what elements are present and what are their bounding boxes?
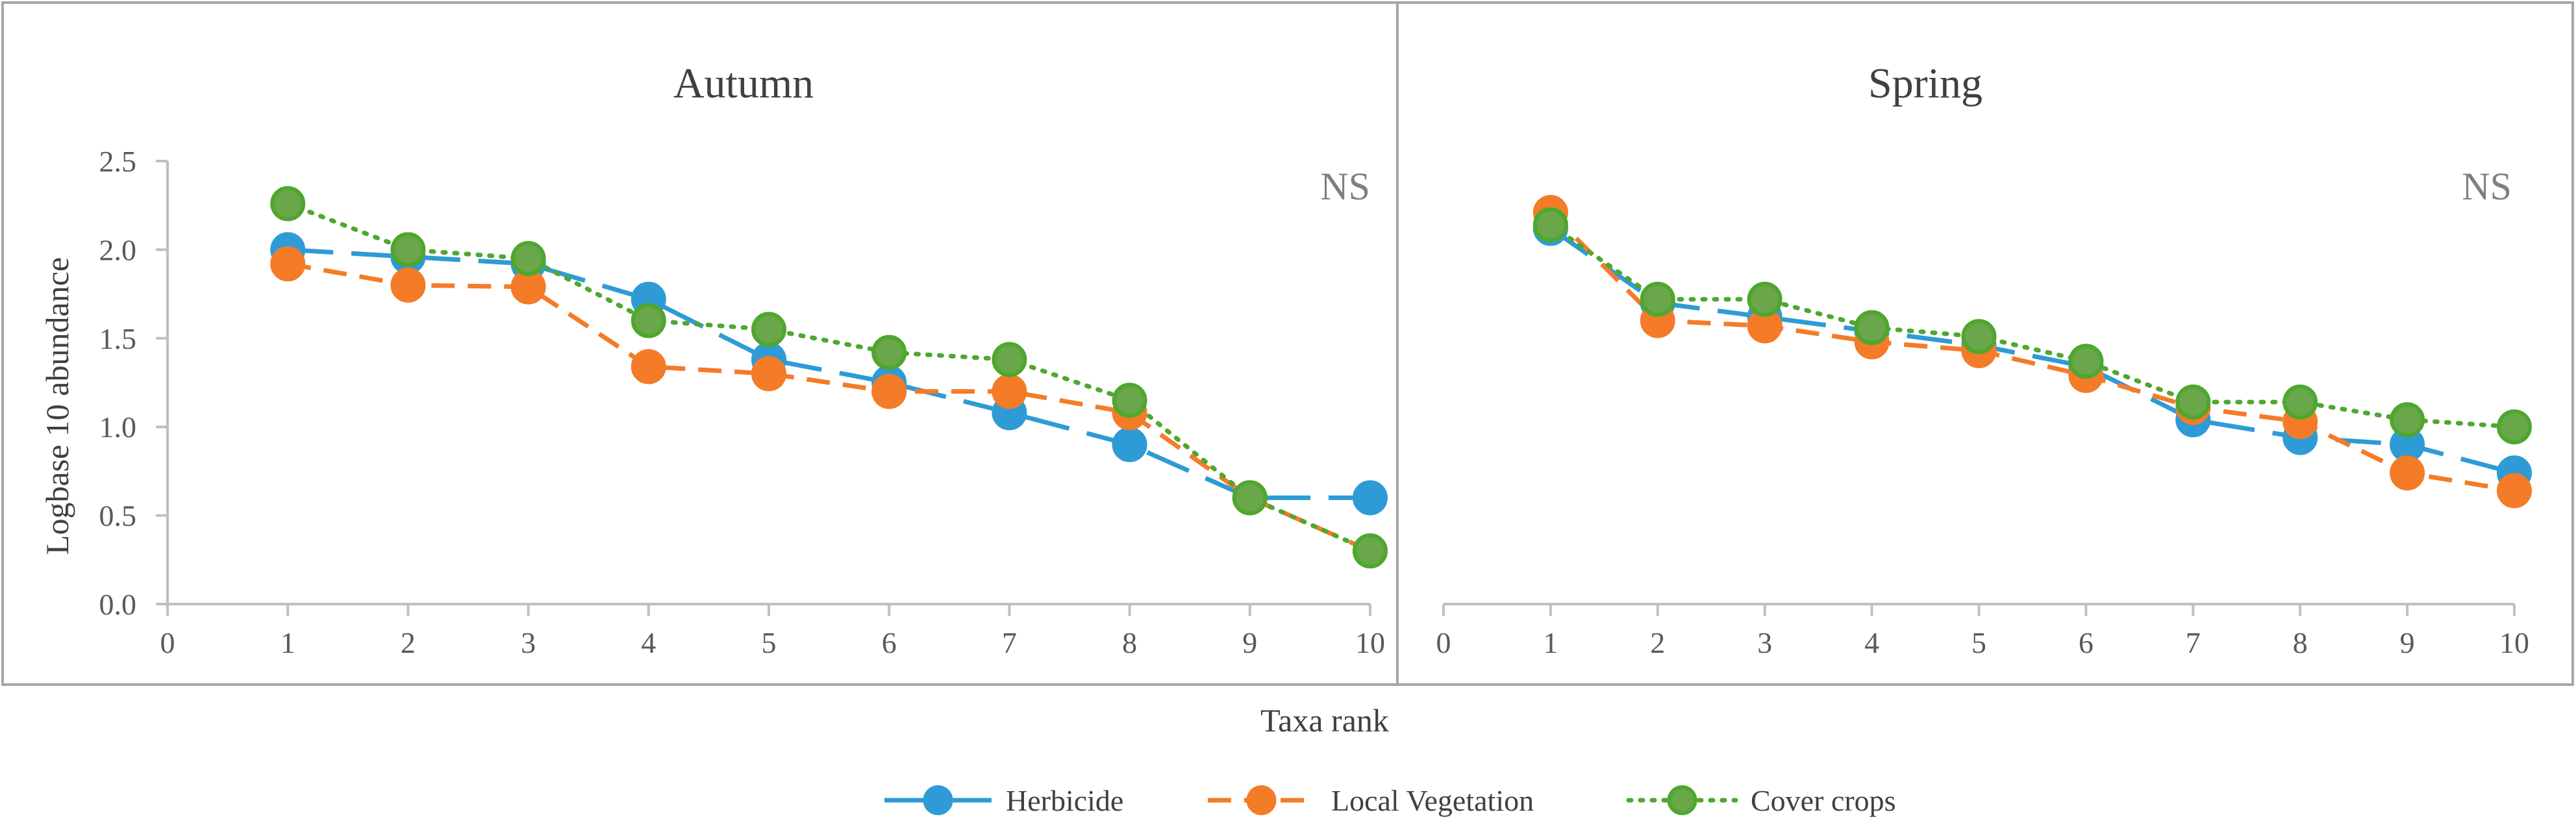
x-tick-label-spring: 5 <box>1971 626 1986 659</box>
series-line-local-vegetation-spring <box>1549 210 2515 493</box>
chart-title-spring: Spring <box>1868 60 1982 107</box>
data-point-cover-crops-spring <box>1747 281 1782 317</box>
legend-swatch-marker <box>923 785 953 815</box>
data-point-cover-crops-spring <box>2175 385 2211 420</box>
x-tick-label-spring: 6 <box>2079 626 2094 659</box>
data-point-cover-crops-autumn <box>1353 533 1388 569</box>
x-tick-label-autumn: 5 <box>762 626 777 659</box>
series-line-local-vegetation-autumn <box>287 261 1371 553</box>
data-point-cover-crops-spring <box>2497 409 2532 445</box>
chart-title-autumn: Autumn <box>673 60 814 107</box>
x-tick-label-spring: 7 <box>2186 626 2201 659</box>
panel-frame-spring <box>1396 1 2574 686</box>
legend-label: Local Vegetation <box>1331 784 1534 817</box>
legend-item-cover-crops: Cover crops <box>1626 784 1896 817</box>
x-tick-label-autumn: 1 <box>281 626 295 659</box>
x-tick-label-spring: 3 <box>1757 626 1772 659</box>
legend-item-local-vegetation: Local Vegetation <box>1208 784 1534 817</box>
data-point-local-vegetation-autumn <box>992 373 1027 409</box>
y-tick-label-autumn: 1.0 <box>99 411 137 444</box>
x-tick-label-autumn: 4 <box>641 626 656 659</box>
data-point-cover-crops-spring <box>2282 385 2318 420</box>
data-point-cover-crops-autumn <box>631 303 666 338</box>
x-tick-label-spring: 10 <box>2499 626 2529 659</box>
y-tick-label-autumn: 0.5 <box>99 499 137 533</box>
data-point-local-vegetation-autumn <box>751 356 786 392</box>
x-tick-label-spring: 8 <box>2293 626 2308 659</box>
data-point-local-vegetation-spring <box>2497 473 2532 509</box>
plot-area-autumn: 0 1 2 3 4 5 6 7 8 9 10 0.0 0.5 1.0 1.5 2.0 2.5 <box>99 145 1388 659</box>
data-point-local-vegetation-autumn <box>270 246 306 282</box>
data-point-local-vegetation-autumn <box>390 267 426 303</box>
y-tick-label-autumn: 0.0 <box>99 588 137 621</box>
data-point-cover-crops-spring <box>1640 281 1675 317</box>
ns-annotation-autumn: NS <box>1320 165 1370 208</box>
ns-annotation-spring: NS <box>2462 165 2512 208</box>
data-point-local-vegetation-spring <box>2390 455 2425 491</box>
data-point-cover-crops-autumn <box>390 232 426 268</box>
data-point-cover-crops-spring <box>1854 310 1890 346</box>
x-tick-label-autumn: 10 <box>1355 626 1385 659</box>
data-point-cover-crops-spring <box>1532 207 1568 243</box>
data-point-cover-crops-autumn <box>751 312 786 348</box>
data-point-cover-crops-spring <box>1961 319 1997 355</box>
data-point-cover-crops-spring <box>2390 402 2425 438</box>
data-point-cover-crops-autumn <box>992 342 1027 377</box>
x-tick-label-autumn: 3 <box>521 626 536 659</box>
x-tick-label-autumn: 0 <box>160 626 175 659</box>
data-point-cover-crops-autumn <box>1112 383 1147 418</box>
y-tick-label-autumn: 1.5 <box>99 322 137 355</box>
legend-swatch-marker <box>1246 785 1277 815</box>
data-point-herbicide-autumn <box>1112 427 1147 462</box>
x-tick-label-autumn: 8 <box>1122 626 1137 659</box>
data-point-herbicide-autumn <box>1353 480 1388 516</box>
data-point-local-vegetation-autumn <box>871 373 907 409</box>
legend: Herbicide Local Vegetation Cover crops <box>884 784 1896 817</box>
series-line-cover-crops-autumn <box>285 201 1373 553</box>
x-tick-label-autumn: 6 <box>882 626 897 659</box>
x-tick-label-spring: 2 <box>1650 626 1665 659</box>
y-axis-title: Logbase 10 abundance <box>39 257 75 555</box>
series-line-herbicide-spring <box>1549 226 2515 475</box>
x-axis-title: Taxa rank <box>1260 702 1389 739</box>
x-tick-label-autumn: 7 <box>1002 626 1017 659</box>
x-tick-label-spring: 4 <box>1864 626 1879 659</box>
data-point-cover-crops-autumn <box>270 186 306 221</box>
x-tick-label-spring: 9 <box>2400 626 2415 659</box>
y-tick-label-autumn: 2.0 <box>99 233 137 266</box>
plot-area-spring: 0 1 2 3 4 5 6 7 8 9 10 <box>1436 195 2532 659</box>
legend-item-herbicide: Herbicide <box>884 784 1123 817</box>
x-tick-label-spring: 1 <box>1543 626 1558 659</box>
legend-label: Cover crops <box>1751 784 1896 817</box>
legend-label: Herbicide <box>1006 784 1123 817</box>
x-tick-label-autumn: 9 <box>1242 626 1257 659</box>
legend-swatch-marker <box>1667 785 1697 815</box>
data-point-local-vegetation-autumn <box>631 349 666 385</box>
y-tick-label-autumn: 2.5 <box>99 145 137 178</box>
series-line-cover-crops-spring <box>1548 222 2517 429</box>
data-point-cover-crops-autumn <box>871 335 907 370</box>
data-point-cover-crops-autumn <box>1232 480 1268 516</box>
x-tick-label-spring: 0 <box>1436 626 1451 659</box>
x-tick-label-autumn: 2 <box>401 626 416 659</box>
data-point-cover-crops-spring <box>2068 344 2104 379</box>
data-point-cover-crops-autumn <box>510 241 546 277</box>
